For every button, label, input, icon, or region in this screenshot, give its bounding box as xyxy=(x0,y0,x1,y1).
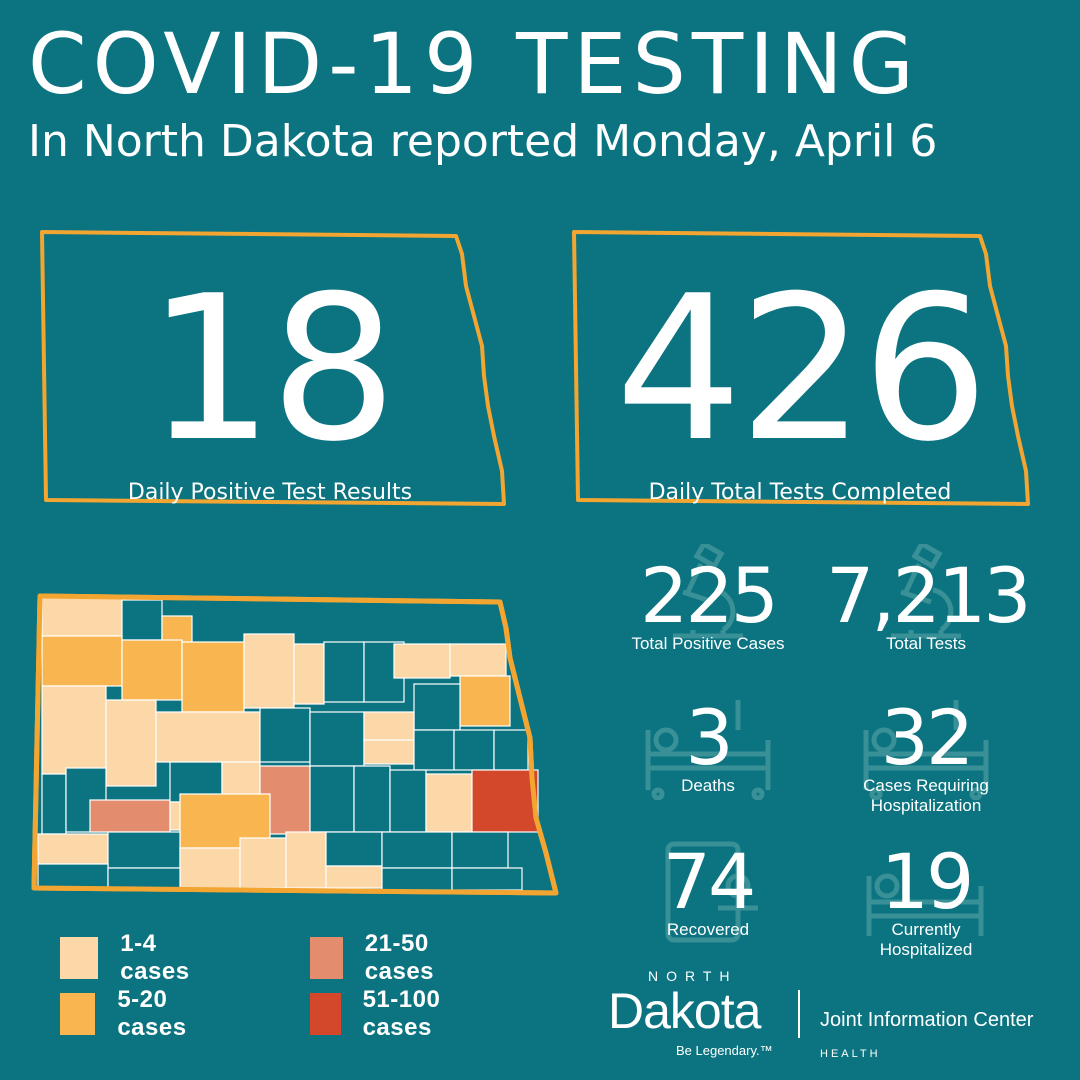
nd-outline-right xyxy=(572,230,1030,506)
stat-hospitalization: 32 Cases Requiring Hospitalization xyxy=(826,690,1026,817)
total-tests-value: 7,213 xyxy=(826,551,1032,640)
county xyxy=(121,599,163,641)
county xyxy=(107,867,181,889)
legend-label: 5-20 cases xyxy=(117,986,187,1041)
county xyxy=(243,633,295,709)
county xyxy=(493,729,529,771)
page-title: COVID-19 TESTING xyxy=(28,15,920,113)
county xyxy=(363,739,415,765)
county xyxy=(179,847,241,889)
recovered-label: Recovered xyxy=(666,920,750,939)
county xyxy=(425,773,473,833)
logo-dakota: Dakota xyxy=(608,983,761,1039)
nd-outline-left xyxy=(40,230,506,506)
legend-item: 5-20 cases xyxy=(60,986,203,1042)
daily-tests-value: 426 xyxy=(615,253,989,486)
daily-positive-label: Daily Positive Test Results xyxy=(127,480,413,505)
county xyxy=(285,831,327,889)
county xyxy=(309,765,355,833)
recovered-person-icon xyxy=(665,841,758,943)
stat-recovered: 74 Recovered xyxy=(608,836,808,943)
hospital-bed-icon xyxy=(866,873,984,936)
county xyxy=(363,711,415,741)
legend-swatch xyxy=(310,993,341,1035)
stat-total-positive: 225 Total Positive Cases xyxy=(608,544,808,654)
microscope-icon xyxy=(673,544,743,639)
county xyxy=(309,711,365,767)
legend-swatch xyxy=(310,937,343,979)
legend-swatch xyxy=(60,937,99,979)
hospital-bed-icon xyxy=(863,700,989,800)
legend-item: 21-50 cases xyxy=(310,930,453,986)
county xyxy=(413,683,461,731)
hospital-bed-icon xyxy=(645,700,771,800)
county xyxy=(413,729,455,771)
hospitalization-label: Cases Requiring Hospitalization xyxy=(863,776,989,816)
legend-label: 21-50 cases xyxy=(364,930,435,985)
county xyxy=(181,641,245,713)
total-tests-label: Total Tests xyxy=(885,634,966,653)
daily-positive-stat: 18 Daily Positive Test Results xyxy=(60,270,480,504)
page-subtitle: In North Dakota reported Monday, April 6 xyxy=(28,116,938,167)
county xyxy=(41,685,107,775)
county xyxy=(41,773,67,835)
county xyxy=(105,699,157,787)
daily-tests-stat: 426 Daily Total Tests Completed xyxy=(590,270,1010,504)
county xyxy=(471,769,539,833)
legend-item: 1-4 cases xyxy=(60,930,203,986)
county xyxy=(239,837,287,889)
currently-hospitalized-label: Currently Hospitalized xyxy=(879,920,973,960)
county xyxy=(449,643,507,677)
county xyxy=(121,639,183,701)
stat-total-tests: 7,213 Total Tests xyxy=(826,544,1032,654)
county xyxy=(389,769,427,833)
legend-label: 1-4 cases xyxy=(120,930,190,985)
county xyxy=(259,707,311,763)
microscope-icon xyxy=(891,544,961,639)
daily-tests-label: Daily Total Tests Completed xyxy=(648,480,952,505)
total-positive-label: Total Positive Cases xyxy=(631,634,785,653)
logo-north: NORTH xyxy=(648,968,738,984)
county xyxy=(325,865,383,889)
daily-positive-value: 18 xyxy=(146,253,398,486)
county xyxy=(325,831,383,867)
county xyxy=(381,867,453,891)
logo-org: Joint Information Center xyxy=(820,1009,1034,1031)
county xyxy=(293,643,325,705)
county xyxy=(89,799,171,833)
legend-label: 51-100 cases xyxy=(362,986,441,1041)
deaths-label: Deaths xyxy=(681,776,735,795)
logo-dept: HEALTH xyxy=(820,1048,881,1060)
county xyxy=(161,615,193,643)
county xyxy=(353,765,391,833)
legend-item: 51-100 cases xyxy=(310,986,453,1042)
county xyxy=(451,831,509,869)
county xyxy=(37,863,109,889)
county xyxy=(381,831,453,869)
deaths-value: 3 xyxy=(685,693,733,782)
logo-divider xyxy=(798,990,800,1038)
county xyxy=(453,729,495,771)
stat-currently-hospitalized: 19 Currently Hospitalized xyxy=(826,836,1026,961)
county xyxy=(41,635,123,687)
legend-swatch xyxy=(60,993,96,1035)
total-positive-value: 225 xyxy=(639,551,779,640)
county xyxy=(451,867,523,891)
county xyxy=(107,831,181,869)
county xyxy=(459,675,511,727)
hospitalization-value: 32 xyxy=(880,693,975,782)
recovered-value: 74 xyxy=(662,837,757,926)
logo-tagline: Be Legendary.™ xyxy=(676,1043,773,1058)
county xyxy=(323,641,365,703)
stat-deaths: 3 Deaths xyxy=(608,690,808,800)
nd-logo: NORTH Dakota Be Legendary.™ Joint Inform… xyxy=(608,968,1068,1068)
county xyxy=(393,643,451,679)
county-map xyxy=(31,593,559,896)
county xyxy=(41,597,123,637)
county xyxy=(155,711,261,763)
county xyxy=(37,833,109,865)
currently-hospitalized-value: 19 xyxy=(880,837,975,926)
